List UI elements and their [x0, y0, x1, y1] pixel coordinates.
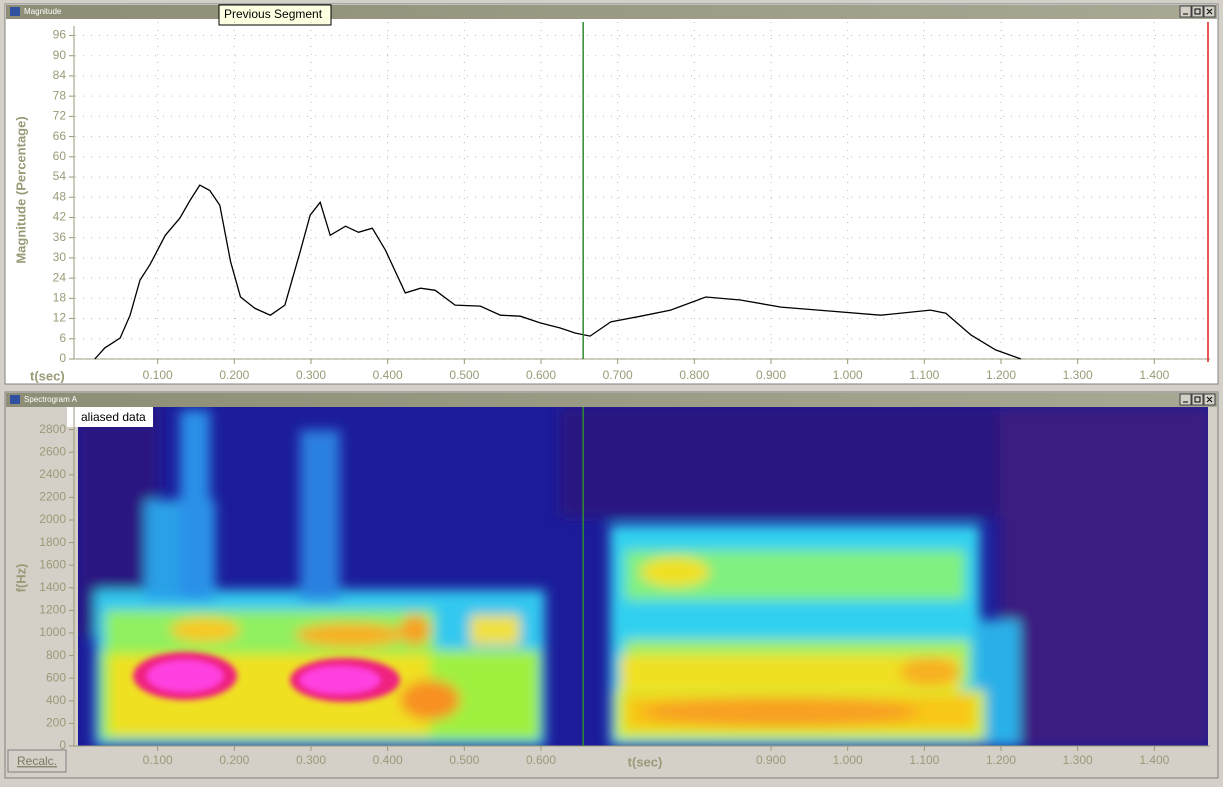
x-axis-label: t(sec) — [30, 368, 65, 383]
x-tick-label: 1.000 — [833, 753, 863, 767]
window-title: Spectrogram A — [24, 395, 78, 404]
y-tick-label: 2200 — [39, 490, 66, 504]
y-tick-label: 2800 — [39, 422, 66, 436]
x-tick-label: 0.300 — [296, 368, 326, 382]
y-tick-label: 18 — [53, 291, 67, 305]
tooltip-text: Previous Segment — [224, 7, 323, 21]
y-tick-label: 60 — [53, 149, 67, 163]
window-frame — [5, 4, 1218, 384]
x-tick-label: 1.200 — [986, 368, 1016, 382]
y-tick-label: 600 — [46, 670, 66, 684]
x-tick-label: 1.300 — [1063, 753, 1093, 767]
y-tick-label: 1600 — [39, 557, 66, 571]
y-tick-label: 2000 — [39, 512, 66, 526]
y-tick-label: 1000 — [39, 625, 66, 639]
y-tick-label: 200 — [46, 716, 66, 730]
x-tick-label: 0.900 — [756, 368, 786, 382]
y-tick-label: 400 — [46, 693, 66, 707]
y-tick-label: 6 — [59, 331, 66, 345]
y-axis-label: Magnitude (Percentage) — [13, 116, 28, 263]
y-tick-label: 90 — [53, 48, 67, 62]
x-tick-label: 0.400 — [373, 753, 403, 767]
y-tick-label: 30 — [53, 250, 67, 264]
y-tick-label: 0 — [59, 351, 66, 365]
x-tick-label: 0.500 — [449, 753, 479, 767]
y-tick-label: 2400 — [39, 467, 66, 481]
x-tick-label: 0.400 — [373, 368, 403, 382]
y-tick-label: 1200 — [39, 603, 66, 617]
y-tick-label: 36 — [53, 230, 67, 244]
x-tick-label: 0.100 — [143, 753, 173, 767]
y-tick-label: 78 — [53, 88, 67, 102]
x-tick-label: 1.200 — [986, 753, 1016, 767]
x-tick-label: 0.200 — [219, 753, 249, 767]
spectrogram-image — [78, 407, 1210, 746]
x-tick-label: 0.100 — [143, 368, 173, 382]
title-bar — [6, 393, 1217, 407]
x-tick-label: 1.100 — [909, 753, 939, 767]
y-tick-label: 48 — [53, 189, 67, 203]
y-tick-label: 1400 — [39, 580, 66, 594]
window-title: Magnitude — [24, 7, 62, 16]
y-tick-label: 96 — [53, 28, 67, 42]
y-tick-label: 42 — [53, 210, 67, 224]
x-tick-label: 1.300 — [1063, 368, 1093, 382]
window-buttons[interactable] — [1180, 6, 1215, 17]
x-tick-label: 0.600 — [526, 368, 556, 382]
y-tick-label: 800 — [46, 648, 66, 662]
x-tick-label: 0.700 — [603, 368, 633, 382]
x-tick-label: 0.600 — [526, 753, 556, 767]
x-tick-label: 0.900 — [756, 753, 786, 767]
window-buttons[interactable] — [1180, 394, 1215, 405]
y-tick-label: 24 — [53, 270, 67, 284]
y-tick-label: 1800 — [39, 535, 66, 549]
x-tick-label: 0.300 — [296, 753, 326, 767]
y-tick-label: 54 — [53, 169, 67, 183]
y-tick-label: 72 — [53, 109, 67, 123]
recalc-button[interactable]: Recalc. — [8, 750, 66, 772]
x-tick-label: 1.100 — [909, 368, 939, 382]
title-bar — [6, 5, 1217, 19]
x-tick-label: 1.400 — [1139, 753, 1169, 767]
button-label[interactable]: Recalc. — [17, 754, 57, 768]
x-tick-label: 0.800 — [679, 368, 709, 382]
y-axis-label: f(Hz) — [13, 564, 28, 593]
x-tick-label: 0.500 — [449, 368, 479, 382]
x-tick-label: 0.200 — [219, 368, 249, 382]
app-window: Recalc. Previous Segment Magnitude Spect… — [0, 0, 1223, 782]
y-tick-label: 84 — [53, 68, 67, 82]
y-tick-label: 66 — [53, 129, 67, 143]
window-icon — [10, 7, 20, 16]
y-tick-label: 0 — [59, 738, 66, 752]
annotation: aliased data — [81, 410, 146, 424]
x-axis-label: t(sec) — [628, 754, 663, 769]
page: Recalc. Previous Segment Magnitude Spect… — [0, 0, 1223, 782]
y-tick-label: 2600 — [39, 444, 66, 458]
x-tick-label: 1.000 — [833, 368, 863, 382]
y-tick-label: 12 — [53, 311, 67, 325]
window-icon — [10, 395, 20, 404]
x-tick-label: 1.400 — [1139, 368, 1169, 382]
